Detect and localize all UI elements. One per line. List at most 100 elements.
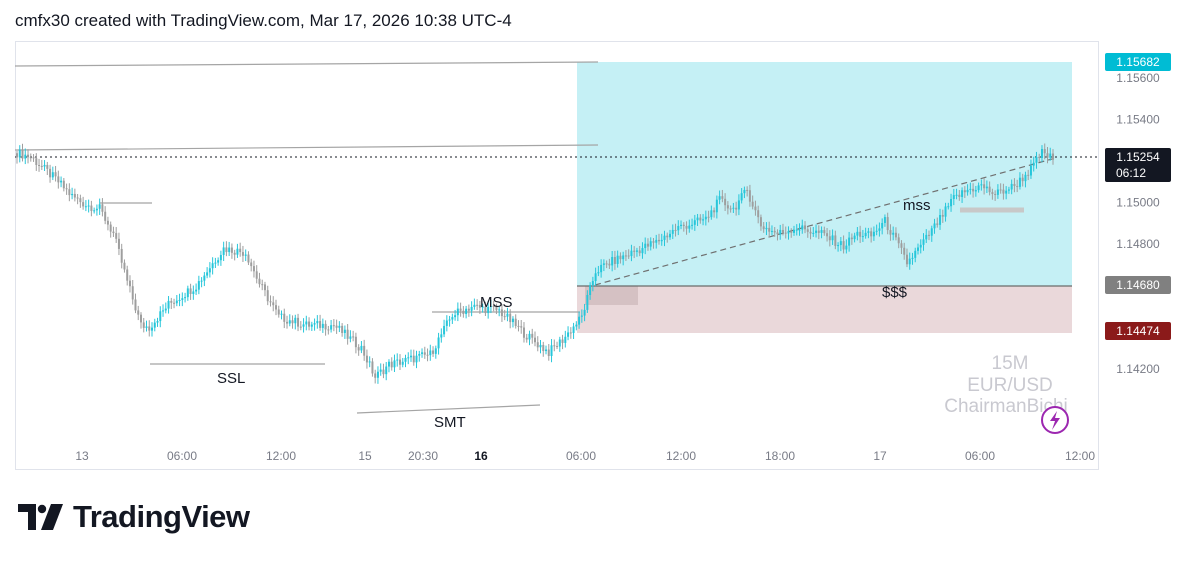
candle-down <box>828 236 831 241</box>
candle-up <box>961 190 964 197</box>
candle-up <box>349 336 352 339</box>
price-labels: 1.15682 1.15254 06:12 1.14680 1.14474 <box>1105 53 1171 340</box>
candle-down <box>1002 189 1005 194</box>
candle-up <box>1029 165 1032 176</box>
candle-down <box>261 284 264 286</box>
candle-down <box>859 231 862 237</box>
current-price-label: 1.15254 <box>1116 150 1160 164</box>
annotations: SSL SMT MSS mss $$$ <box>217 197 931 431</box>
candle-up <box>445 320 448 326</box>
candle-down <box>106 220 109 225</box>
candle-down <box>272 302 275 306</box>
candle-down <box>520 326 523 328</box>
chart-frame[interactable] <box>15 41 1099 470</box>
candle-down <box>500 309 503 317</box>
tradingview-logo-icon <box>18 504 63 530</box>
candle-up <box>197 281 200 290</box>
candle-up <box>407 357 410 359</box>
candle-up <box>594 273 597 282</box>
annotation-mss: MSS <box>480 294 513 311</box>
candle-down <box>324 323 327 330</box>
entry-price-box <box>1105 276 1171 294</box>
candle-up <box>404 357 407 362</box>
candle-down <box>850 237 853 240</box>
candle-up <box>498 309 501 311</box>
candle-up <box>437 337 440 349</box>
lightning-icon[interactable] <box>1041 406 1069 434</box>
tradingview-logo[interactable]: TradingView <box>18 499 250 535</box>
candle-down <box>983 184 986 189</box>
chart-author-header: cmfx30 created with TradingView.com, Mar… <box>15 11 512 30</box>
candle-down <box>936 223 939 225</box>
candle-up <box>718 196 721 200</box>
candle-up <box>966 189 969 193</box>
watermark-symbol: EUR/USD <box>967 375 1053 396</box>
candle-up <box>440 334 443 338</box>
candle-down <box>751 201 754 207</box>
candle-up <box>313 323 316 325</box>
candle-down <box>432 350 435 354</box>
candle-down <box>148 326 151 331</box>
stop-zone <box>577 286 1072 333</box>
candle-down <box>462 310 465 315</box>
candle-up <box>779 229 782 235</box>
candle-down <box>134 299 137 311</box>
candle-up <box>539 344 542 348</box>
candle-down <box>239 248 242 253</box>
candle-up <box>434 348 437 354</box>
candle-up <box>815 230 818 233</box>
candle-down <box>762 226 765 230</box>
candle-down <box>484 306 487 314</box>
candle-up <box>669 233 672 238</box>
candle-up <box>930 228 933 236</box>
candle-down <box>390 361 393 368</box>
candle-down <box>286 321 289 324</box>
candle-down <box>608 263 611 266</box>
candle-up <box>558 339 561 347</box>
candle-down <box>128 280 131 287</box>
time-tick-label: 17 <box>873 449 887 463</box>
candle-down <box>724 198 727 206</box>
candle-up <box>977 185 980 191</box>
candle-down <box>46 164 49 169</box>
candle-down <box>374 373 377 378</box>
candle-up <box>864 232 867 237</box>
candle-down <box>426 354 429 356</box>
candle-down <box>29 157 32 159</box>
candle-down <box>354 336 357 348</box>
candle-down <box>247 254 250 263</box>
candle-up <box>175 300 178 304</box>
candle-up <box>635 250 638 252</box>
candle-down <box>972 188 975 192</box>
candle-up <box>589 285 592 295</box>
candle-up <box>820 230 823 233</box>
candle-down <box>54 172 57 177</box>
candle-up <box>506 313 509 317</box>
candle-down <box>1052 153 1054 160</box>
candle-up <box>980 184 983 186</box>
candle-up <box>586 294 589 310</box>
candle-up <box>200 280 203 282</box>
candle-down <box>514 318 517 326</box>
candle-up <box>831 235 834 241</box>
candle-up <box>51 172 54 178</box>
candle-up <box>396 359 399 361</box>
candle-up <box>663 235 666 240</box>
candle-up <box>368 361 371 363</box>
candle-down <box>638 250 641 254</box>
candle-up <box>660 239 663 242</box>
candle-up <box>856 231 859 236</box>
candle-down <box>999 189 1002 191</box>
time-axis[interactable]: 13 06:00 12:00 15 20:30 16 06:00 12:00 18:00 17 06… <box>75 449 1095 463</box>
candle-down <box>117 238 120 249</box>
candle-up <box>186 288 189 298</box>
candle-down <box>269 301 272 303</box>
watermark: 15M EUR/USD ChairmanBichi <box>944 353 1068 417</box>
candle-up <box>801 225 804 230</box>
price-tick-label: 1.15400 <box>1116 112 1160 126</box>
entry-gap-box <box>585 286 638 305</box>
candle-down <box>886 217 889 231</box>
candle-down <box>652 241 655 243</box>
candle-up <box>1049 153 1052 158</box>
